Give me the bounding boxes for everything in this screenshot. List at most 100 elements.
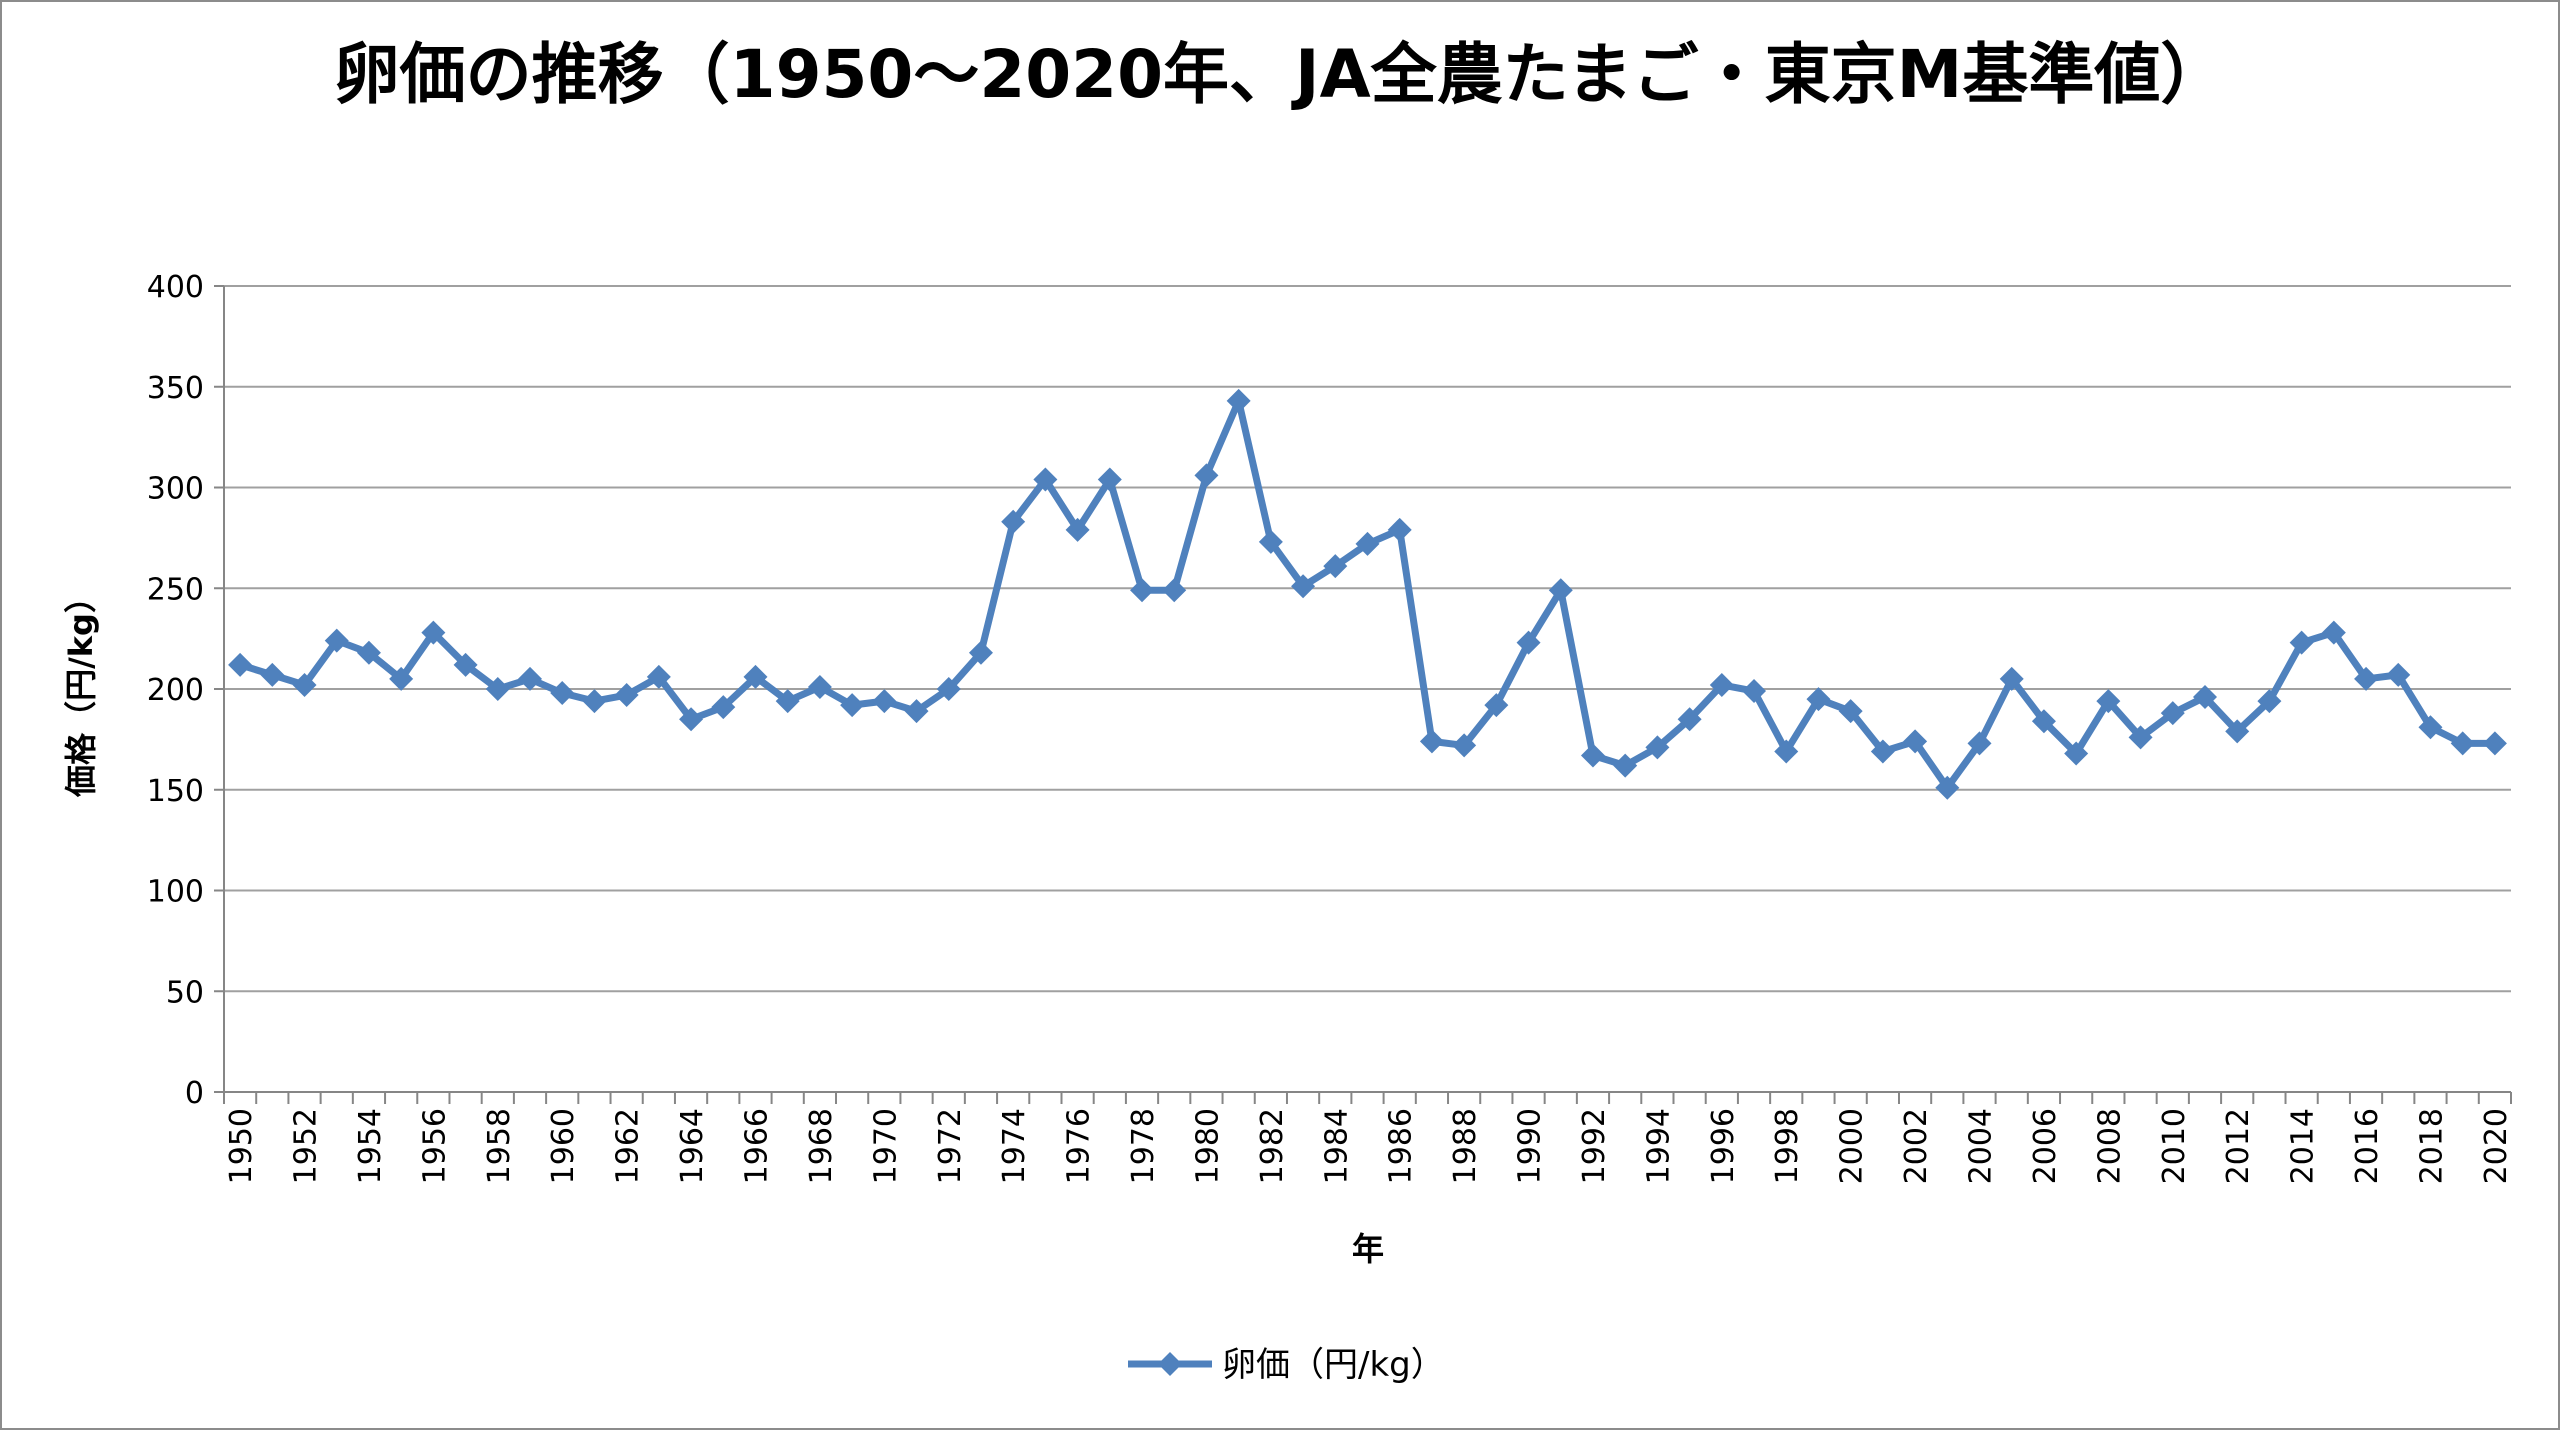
data-point xyxy=(1258,529,1283,554)
data-point xyxy=(453,652,478,677)
data-point xyxy=(2450,731,2475,756)
data-point xyxy=(2386,662,2411,687)
data-point xyxy=(1355,531,1380,556)
x-tick-label: 1978 xyxy=(1126,1108,1161,1184)
data-point xyxy=(807,674,832,699)
legend-marker xyxy=(1158,1352,1182,1376)
data-point xyxy=(2096,689,2121,714)
data-point xyxy=(1130,578,1155,603)
x-tick-label: 2014 xyxy=(2286,1108,2321,1184)
data-point xyxy=(1065,517,1090,542)
y-tick-label: 0 xyxy=(185,1076,204,1111)
data-point xyxy=(1580,743,1605,768)
data-point xyxy=(1677,707,1702,732)
x-tick-label: 1990 xyxy=(1513,1108,1548,1184)
y-tick-label: 50 xyxy=(166,975,204,1010)
data-point xyxy=(1806,687,1831,712)
x-tick-label: 1960 xyxy=(546,1108,581,1184)
data-point xyxy=(2257,689,2282,714)
data-point xyxy=(1516,630,1541,655)
data-point xyxy=(968,640,993,665)
data-point xyxy=(936,677,961,701)
x-tick-label: 2010 xyxy=(2157,1108,2192,1184)
x-tick-label: 1980 xyxy=(1190,1108,1225,1184)
x-tick-label: 1966 xyxy=(739,1108,774,1184)
data-point xyxy=(2354,666,2379,691)
data-point xyxy=(1774,739,1799,764)
data-point xyxy=(872,689,897,714)
data-point xyxy=(1548,578,1573,603)
data-point xyxy=(518,666,543,691)
data-point xyxy=(1903,729,1928,754)
x-tick-label: 1988 xyxy=(1448,1108,1483,1184)
data-point xyxy=(485,677,510,701)
data-point xyxy=(743,664,768,689)
data-point xyxy=(1097,467,1122,492)
data-point xyxy=(389,666,414,691)
x-tick-label: 1956 xyxy=(417,1108,452,1184)
data-point xyxy=(2225,719,2250,744)
data-point xyxy=(1452,733,1477,758)
data-point xyxy=(1967,731,1992,756)
data-point xyxy=(2192,685,2217,710)
data-point xyxy=(421,620,446,645)
x-tick-label: 1950 xyxy=(224,1108,259,1184)
data-point xyxy=(1419,729,1444,754)
data-point xyxy=(356,640,381,665)
data-point xyxy=(2321,620,2346,645)
data-point xyxy=(2160,701,2185,726)
data-point xyxy=(260,662,285,687)
x-tick-label: 1958 xyxy=(482,1108,517,1184)
x-tick-label: 1994 xyxy=(1641,1108,1676,1184)
data-point xyxy=(1935,775,1960,800)
chart-title: 卵価の推移（1950～2020年、JA全農たまご・東京M基準値） xyxy=(333,36,2227,113)
data-point xyxy=(840,693,865,718)
x-tick-label: 1968 xyxy=(804,1108,839,1184)
y-tick-label: 200 xyxy=(147,673,204,708)
x-tick-label: 1972 xyxy=(933,1108,968,1184)
data-point xyxy=(292,672,317,697)
data-point xyxy=(1387,517,1412,542)
x-tick-label: 2012 xyxy=(2221,1108,2256,1184)
y-tick-label: 350 xyxy=(147,371,204,406)
data-point xyxy=(1870,739,1895,764)
data-point xyxy=(228,652,253,677)
data-point xyxy=(1033,467,1058,492)
data-point xyxy=(1742,679,1767,704)
data-point xyxy=(2418,715,2443,740)
x-tick-label: 2016 xyxy=(2350,1108,2385,1184)
x-tick-label: 1976 xyxy=(1062,1108,1097,1184)
x-tick-label: 1984 xyxy=(1319,1108,1354,1184)
data-point xyxy=(2128,725,2153,750)
data-point xyxy=(1645,735,1670,760)
y-tick-label: 300 xyxy=(147,472,204,507)
y-axis-title: 価格（円/kg） xyxy=(62,581,100,798)
x-tick-label: 1954 xyxy=(353,1108,388,1184)
x-axis-title: 年 xyxy=(1352,1230,1384,1268)
x-tick-label: 1970 xyxy=(868,1108,903,1184)
data-point xyxy=(679,707,704,732)
data-point xyxy=(1613,753,1638,778)
x-tick-label: 2018 xyxy=(2414,1108,2449,1184)
x-tick-label: 2020 xyxy=(2479,1108,2514,1184)
data-point xyxy=(2064,741,2089,766)
y-tick-label: 250 xyxy=(147,572,204,607)
data-point xyxy=(1194,463,1219,488)
data-point xyxy=(1484,693,1509,718)
y-tick-label: 100 xyxy=(147,875,204,910)
x-tick-label: 1998 xyxy=(1770,1108,1805,1184)
data-point xyxy=(1323,554,1348,579)
x-tick-label: 2002 xyxy=(1899,1108,1934,1184)
data-point xyxy=(1162,578,1187,603)
data-point xyxy=(1838,699,1863,724)
x-tick-label: 1962 xyxy=(611,1108,646,1184)
x-tick-label: 2004 xyxy=(1964,1108,1999,1184)
x-tick-label: 1996 xyxy=(1706,1108,1741,1184)
data-point xyxy=(2482,731,2507,756)
x-tick-label: 2000 xyxy=(1835,1108,1870,1184)
y-tick-label: 150 xyxy=(147,774,204,809)
data-point xyxy=(324,628,349,653)
data-point xyxy=(1999,666,2024,691)
data-point xyxy=(1226,388,1251,413)
